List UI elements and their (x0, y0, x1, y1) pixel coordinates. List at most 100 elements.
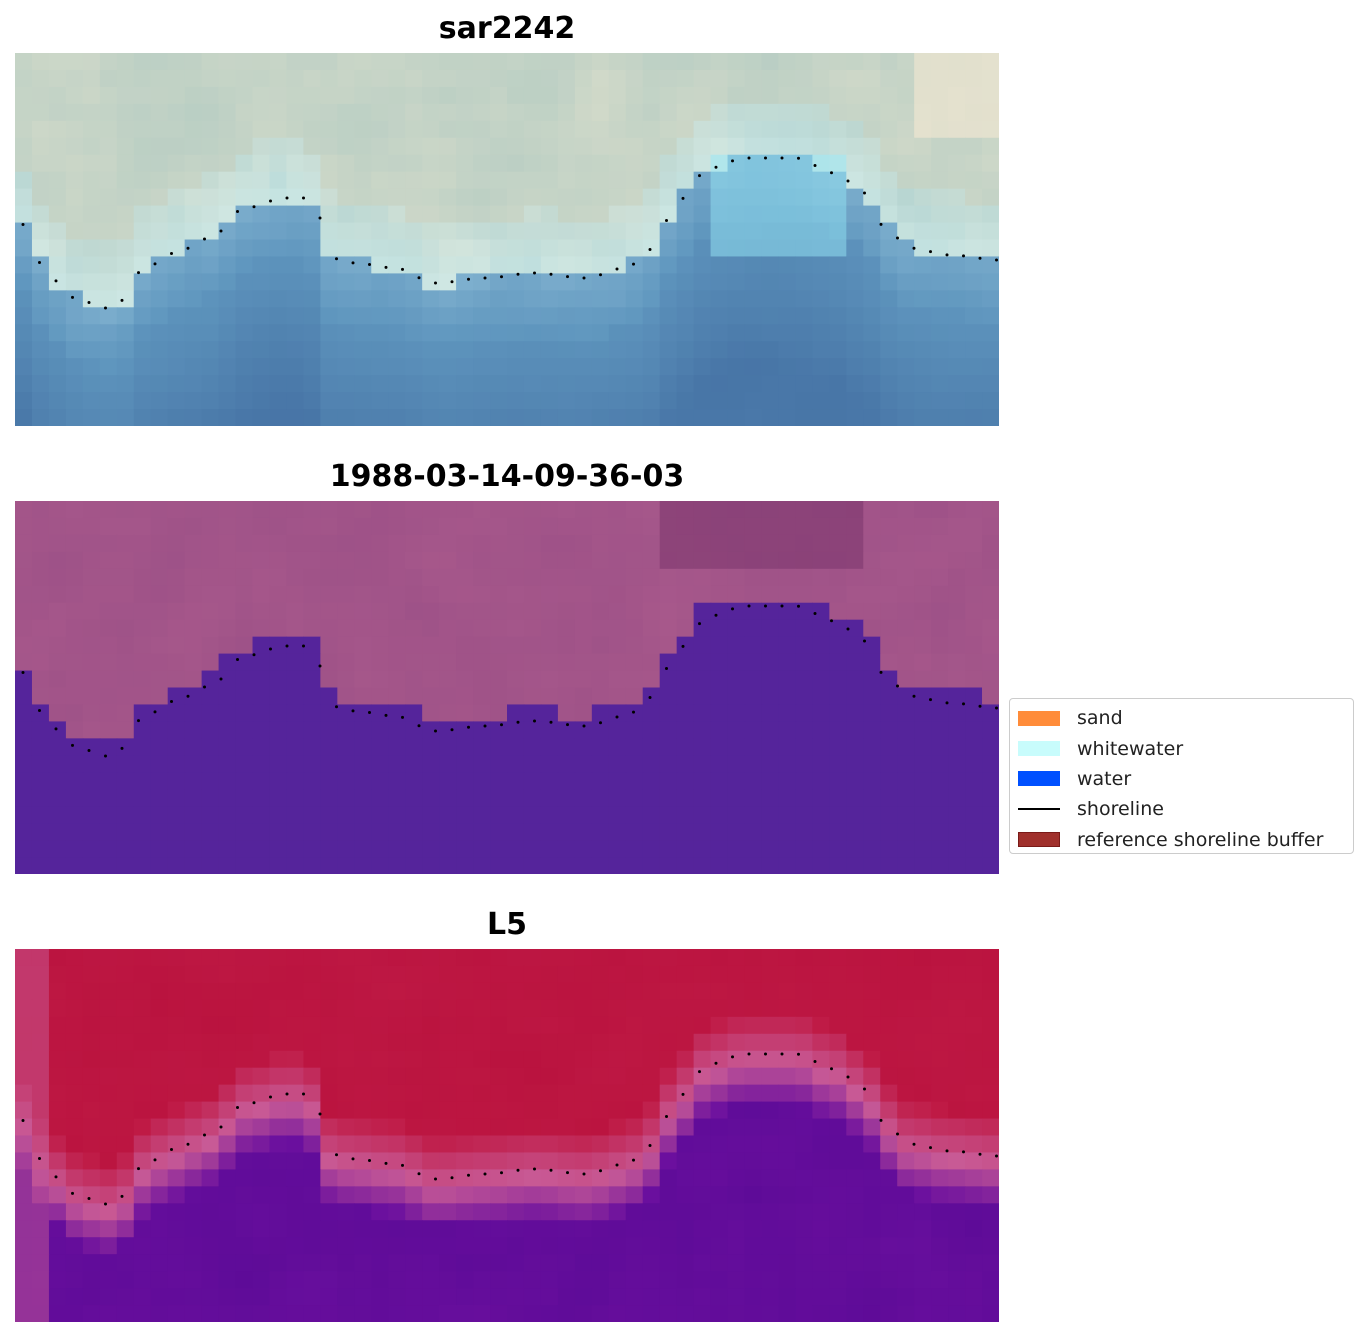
image-pixel (795, 154, 813, 173)
image-pixel (744, 1305, 763, 1322)
image-pixel (48, 86, 67, 105)
image-pixel (490, 965, 508, 984)
image-pixel (456, 840, 474, 858)
image-pixel (439, 857, 457, 874)
image-pixel (829, 653, 847, 672)
image-pixel (82, 154, 101, 173)
image-pixel (727, 568, 746, 587)
image-pixel (133, 982, 152, 1001)
image-pixel (744, 1050, 763, 1069)
image-pixel (65, 738, 84, 756)
image-pixel (812, 154, 830, 173)
image-pixel (557, 501, 576, 519)
shoreline-point (615, 267, 619, 271)
image-pixel (846, 69, 864, 88)
image-pixel (727, 636, 746, 655)
image-pixel (303, 534, 321, 553)
image-pixel (354, 534, 372, 553)
image-pixel (371, 120, 389, 139)
image-pixel (269, 1135, 288, 1154)
image-pixel (795, 1169, 813, 1187)
image-pixel (659, 806, 678, 824)
image-pixel (625, 755, 644, 773)
image-pixel (320, 341, 338, 359)
image-pixel (931, 53, 949, 71)
image-pixel (897, 568, 915, 587)
image-pixel (812, 1203, 830, 1221)
image-pixel (167, 341, 186, 359)
image-pixel (948, 273, 966, 291)
image-pixel (880, 1067, 898, 1086)
image-pixel (948, 205, 966, 224)
image-pixel (201, 1101, 220, 1120)
image-pixel (557, 86, 576, 105)
image-pixel (625, 1186, 644, 1204)
image-pixel (761, 823, 780, 841)
image-pixel (405, 120, 423, 139)
image-pixel (625, 982, 644, 1001)
image-pixel (727, 738, 746, 756)
image-pixel (540, 806, 559, 824)
image-pixel (473, 1135, 491, 1154)
image-pixel (507, 755, 525, 773)
image-pixel (48, 69, 67, 88)
image-pixel (490, 1050, 508, 1069)
image-pixel (710, 704, 729, 722)
image-pixel (761, 670, 780, 689)
image-pixel (880, 205, 898, 224)
image-pixel (948, 290, 966, 308)
image-pixel (65, 1237, 84, 1255)
image-pixel (201, 1152, 220, 1170)
image-pixel (116, 1016, 135, 1035)
image-pixel (150, 789, 169, 807)
image-pixel (812, 1220, 830, 1238)
image-pixel (82, 392, 101, 410)
image-pixel (897, 53, 915, 71)
image-pixel (371, 653, 389, 672)
image-pixel (150, 823, 169, 841)
shoreline-point (500, 275, 503, 279)
image-pixel (82, 857, 101, 874)
image-pixel (914, 1186, 932, 1204)
image-pixel (133, 704, 152, 722)
image-pixel (693, 358, 712, 376)
image-pixel (659, 256, 678, 274)
image-pixel (218, 1271, 237, 1289)
image-pixel (557, 857, 576, 874)
image-pixel (31, 755, 50, 773)
shoreline-point (318, 664, 322, 668)
image-pixel (727, 1067, 746, 1086)
image-pixel (150, 840, 169, 858)
image-pixel (625, 1067, 644, 1086)
image-pixel (846, 789, 864, 807)
image-pixel (252, 1169, 271, 1187)
image-pixel (167, 789, 186, 807)
image-pixel (676, 290, 695, 308)
image-pixel (48, 857, 67, 874)
image-pixel (31, 358, 50, 376)
shoreline-point (153, 262, 157, 266)
image-pixel (863, 1288, 881, 1306)
image-pixel (490, 1033, 508, 1052)
image-pixel (744, 965, 763, 984)
image-pixel (795, 789, 813, 807)
shoreline-point (153, 1158, 157, 1162)
image-pixel (727, 205, 746, 224)
image-pixel (591, 1186, 610, 1204)
shoreline-point (203, 685, 206, 689)
image-pixel (133, 1118, 152, 1137)
image-pixel (99, 1186, 118, 1204)
image-pixel (65, 1305, 84, 1322)
image-pixel (422, 1152, 440, 1170)
image-pixel (184, 949, 203, 967)
image-pixel (982, 1288, 999, 1306)
image-pixel (337, 806, 355, 824)
image-pixel (184, 239, 203, 258)
image-pixel (82, 619, 101, 638)
image-pixel (948, 53, 966, 71)
image-pixel (269, 840, 288, 858)
image-pixel (99, 619, 118, 638)
image-pixel (252, 755, 271, 773)
image-pixel (948, 670, 966, 689)
image-pixel (48, 1067, 67, 1086)
